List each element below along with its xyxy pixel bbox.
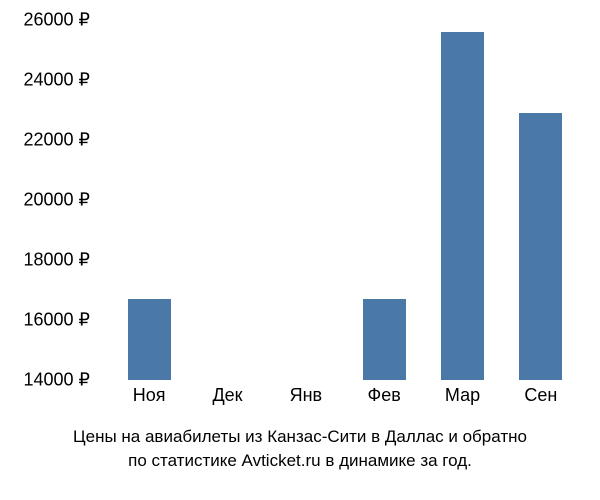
y-tick-label: 14000 ₽ <box>23 370 90 391</box>
y-axis-labels: 14000 ₽16000 ₽18000 ₽20000 ₽22000 ₽24000… <box>0 20 100 380</box>
y-tick-label: 22000 ₽ <box>23 130 90 151</box>
x-tick-label: Сен <box>524 385 557 406</box>
caption-line-1: Цены на авиабилеты из Канзас-Сити в Далл… <box>73 427 527 446</box>
bar <box>363 299 406 380</box>
x-tick-label: Дек <box>212 385 242 406</box>
plot-area <box>110 20 580 380</box>
x-tick-label: Янв <box>290 385 323 406</box>
y-tick-label: 20000 ₽ <box>23 190 90 211</box>
x-tick-label: Фев <box>368 385 401 406</box>
x-axis-labels: Ноя Дек Янв Фев Мар Сен <box>110 385 580 415</box>
y-tick-label: 26000 ₽ <box>23 10 90 31</box>
y-tick-label: 16000 ₽ <box>23 310 90 331</box>
chart-caption: Цены на авиабилеты из Канзас-Сити в Далл… <box>0 425 600 473</box>
bar <box>128 299 171 380</box>
bar <box>441 32 484 380</box>
chart-container: 14000 ₽ 16000 ₽ 18000 ₽ 20000 ₽ 22000 ₽ 24000… <box>0 0 600 500</box>
y-tick-label: 18000 ₽ <box>23 250 90 271</box>
bar <box>519 113 562 380</box>
y-tick-label: 24000 ₽ <box>23 70 90 91</box>
x-tick-label: Ноя <box>133 385 166 406</box>
caption-line-2: по статистике Avticket.ru в динамике за … <box>128 451 472 470</box>
x-tick-label: Мар <box>445 385 480 406</box>
